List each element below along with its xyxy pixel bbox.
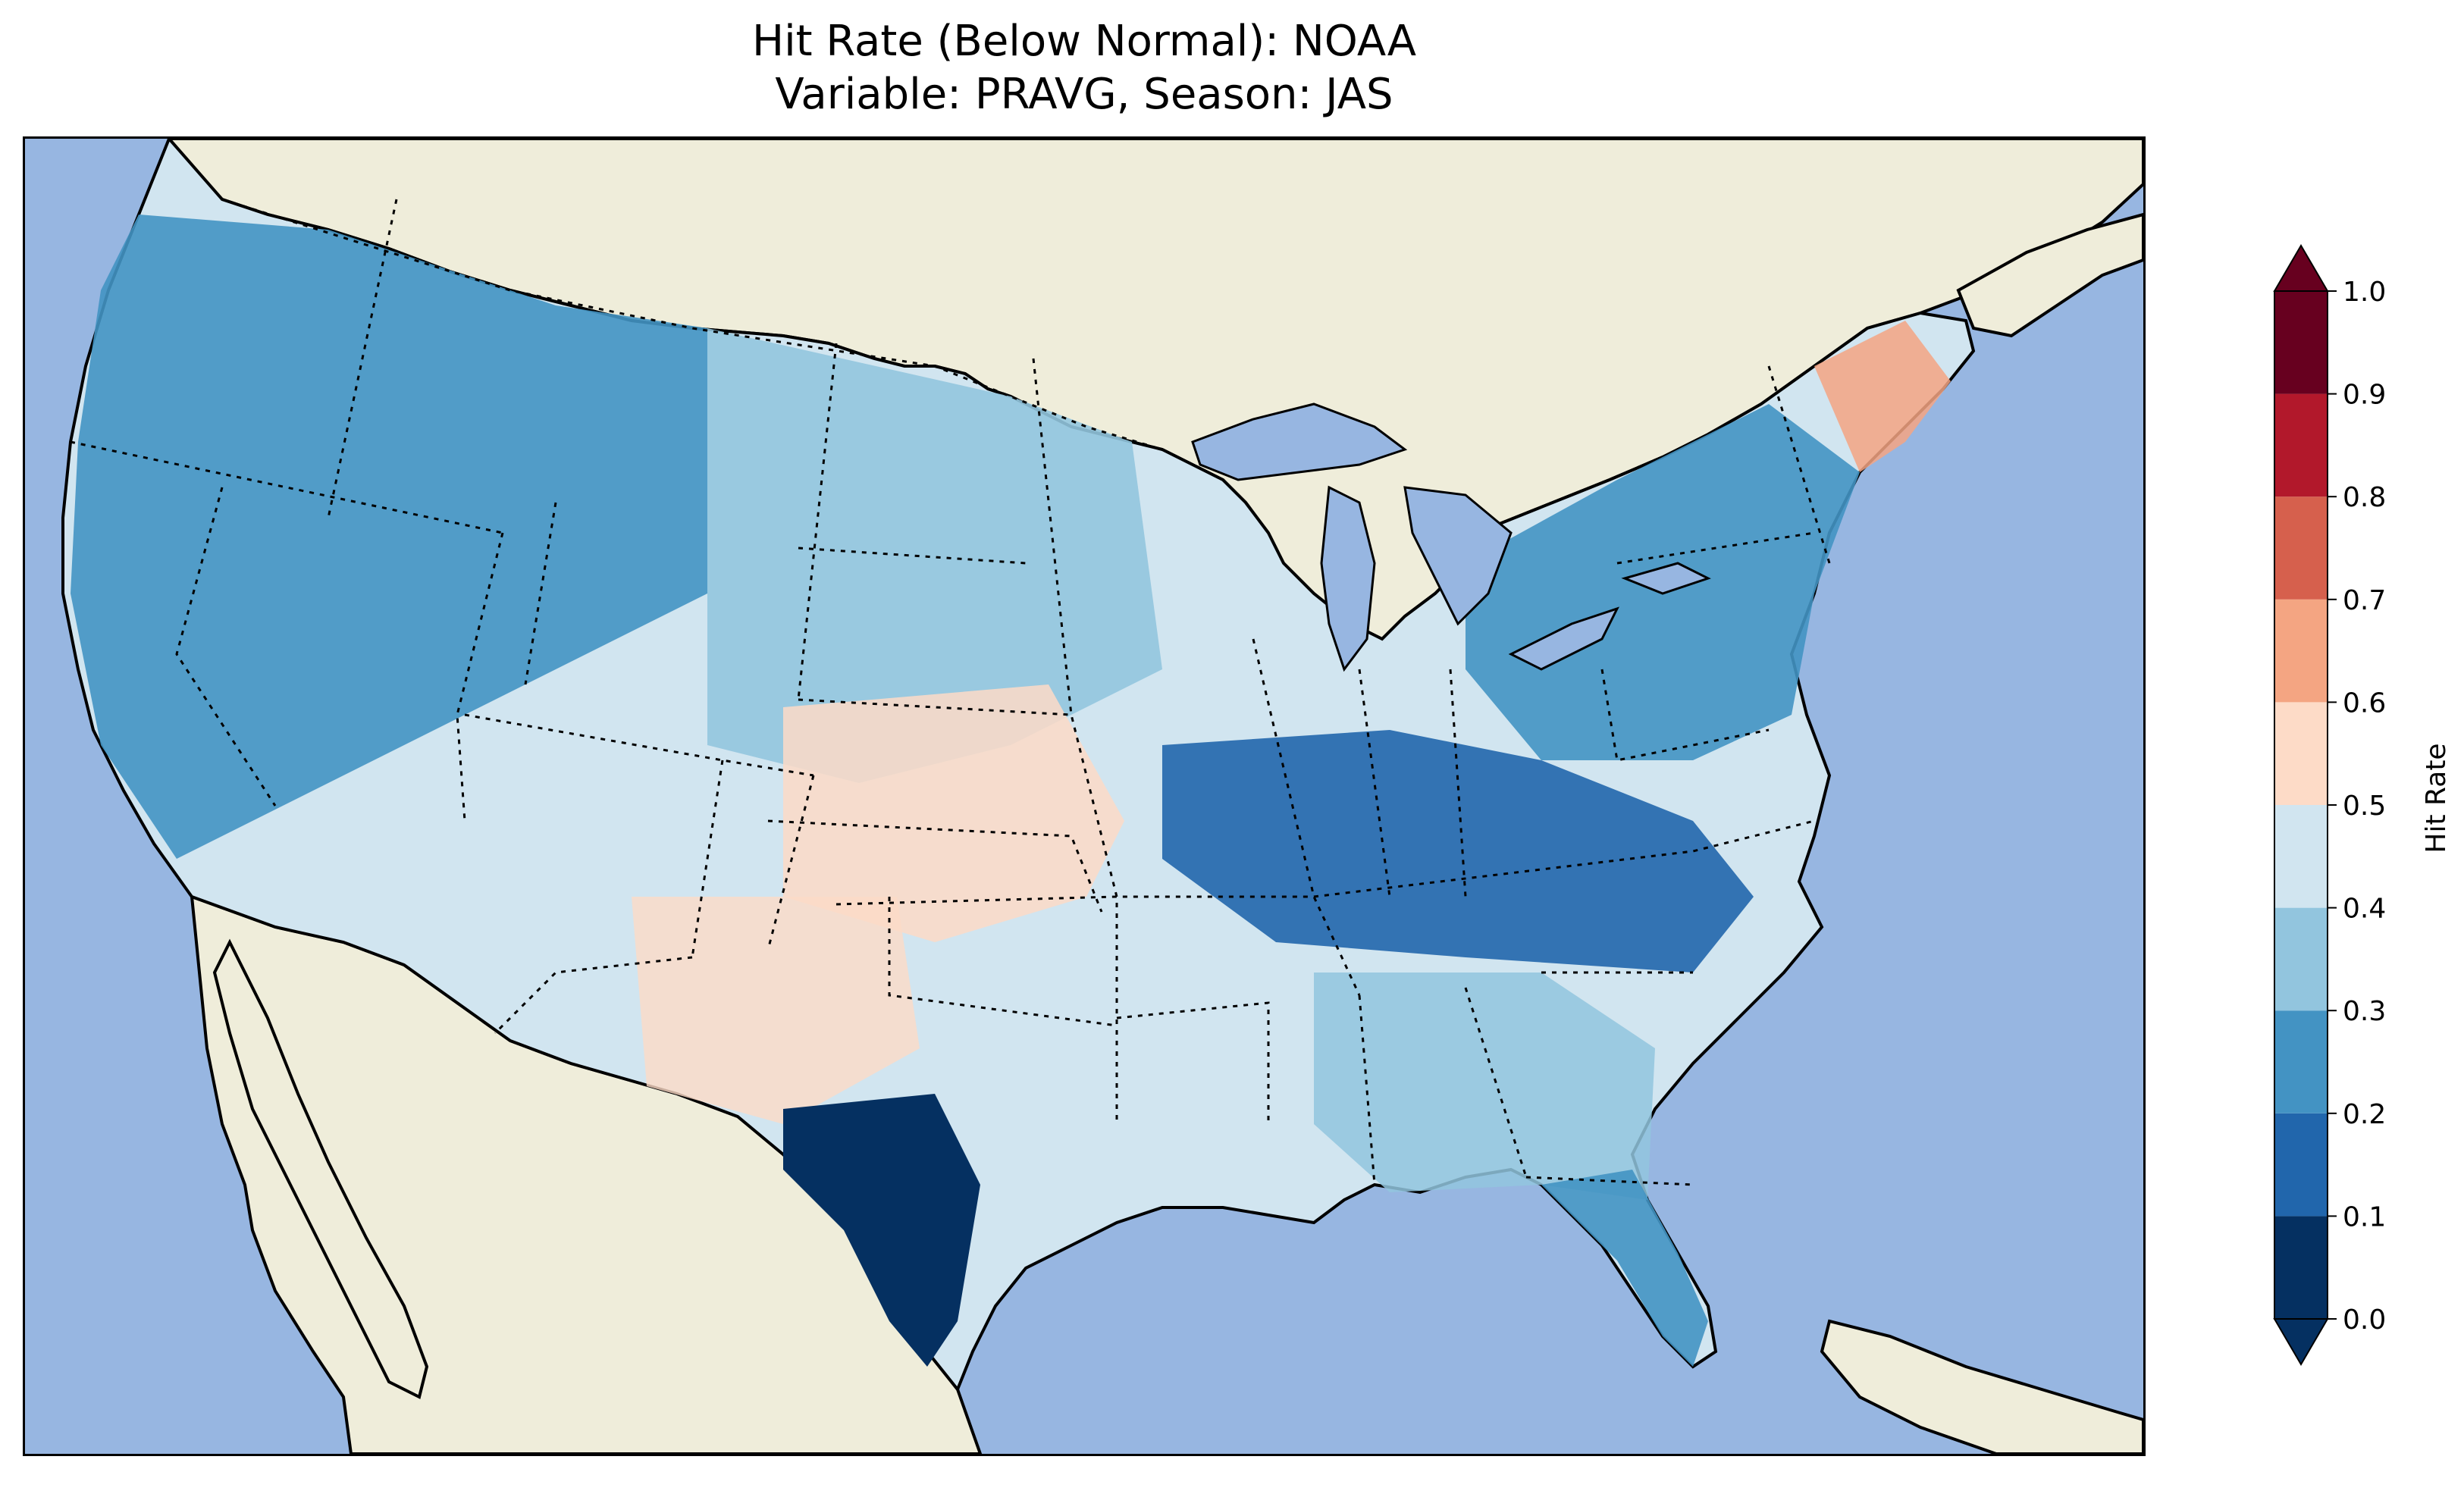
colorbar-bin (2274, 702, 2328, 805)
colorbar-bin (2274, 907, 2328, 1011)
colorbar-tick-label: 1.0 (2343, 277, 2386, 308)
lake-ontario (1621, 562, 1711, 595)
chart-title-line-1: Hit Rate (Below Normal): NOAA (751, 17, 1417, 66)
colorbar-bin (2274, 1216, 2328, 1319)
hit-rate-region-southeast (1314, 973, 1655, 1200)
colorbar-tick-label: 0.7 (2343, 585, 2386, 616)
hit-rate-region-florida (1541, 1170, 1708, 1367)
colorbar-ticks: 0.0 0.1 0.2 0.3 0.4 0.5 0.6 0.7 0.8 0.9 1.0 (2328, 277, 2386, 1336)
state-border (1525, 1176, 1694, 1186)
map-panel (23, 136, 2146, 1456)
state-border (1616, 531, 1815, 565)
state-border (798, 698, 1072, 716)
lake-michigan (1320, 485, 1376, 672)
hit-rate-region-northern-plains (707, 328, 1162, 783)
state-border (1116, 1001, 1270, 1124)
state-border (494, 956, 693, 1035)
state-border (456, 532, 504, 822)
state-border (766, 775, 815, 951)
hit-rate-region-central-plains (783, 684, 1124, 942)
lake-huron (1403, 486, 1513, 626)
state-border (464, 713, 814, 777)
hit-rate-region-west (71, 215, 707, 859)
colorbar-tick-label: 0.8 (2343, 482, 2386, 513)
colorbar-tick-label: 0.3 (2343, 996, 2386, 1027)
hit-rate-region-ohio-valley (1162, 730, 1754, 973)
colorbar-bins (2273, 244, 2329, 1366)
state-border (327, 199, 398, 518)
state-border (1252, 638, 1361, 996)
colorbar-tick-label: 0.1 (2343, 1201, 2386, 1232)
colorbar-bin (2274, 1010, 2328, 1113)
colorbar-extend-max (2273, 244, 2329, 292)
colorbar-outline (2274, 290, 2328, 1320)
state-border (797, 343, 838, 700)
map-canvas (25, 139, 2143, 1454)
state-border (1600, 669, 1770, 762)
state-border (175, 487, 277, 807)
hit-rate-region-southwest (632, 897, 920, 1124)
state-border (1032, 358, 1118, 1124)
hit-rate-region-texas (783, 1094, 980, 1367)
baja-peninsula (212, 938, 429, 1399)
state-border (691, 760, 724, 958)
colorbar-extend-min (2273, 1318, 2329, 1366)
chart-title-line-2: Variable: PRAVG, Season: JAS (775, 70, 1393, 119)
colorbar-bin (2274, 599, 2328, 703)
state-border (1767, 365, 1831, 564)
state-border (888, 897, 1118, 1027)
colorbar-tick-label: 0.4 (2343, 894, 2386, 925)
colorbar-label: Hit Rate (2421, 743, 2452, 853)
state-borders (70, 199, 1831, 1186)
colorbar-bin (2274, 291, 2328, 394)
colorbar-tick-label: 0.0 (2343, 1305, 2386, 1336)
cuba-island (1820, 1319, 2143, 1454)
colorbar-tick-label: 0.2 (2343, 1099, 2386, 1130)
lake-erie (1508, 606, 1619, 671)
lake-superior (1191, 402, 1408, 481)
colorbar-bin (2274, 393, 2328, 497)
colorbar-tick-label: 0.6 (2343, 687, 2386, 719)
state-border (1464, 987, 1528, 1178)
colorbar-bin (2274, 1113, 2328, 1217)
colorbar-tick-label: 0.5 (2343, 791, 2386, 822)
hit-rate-region-new-england (1814, 321, 1951, 472)
great-lakes (1191, 402, 1711, 672)
colorbar-bin (2274, 496, 2328, 600)
colorbar-bin (2274, 805, 2328, 908)
state-border (1358, 669, 1391, 897)
maritimes-landmass (1956, 212, 2143, 338)
colorbar-tick-label: 0.9 (2343, 380, 2386, 411)
